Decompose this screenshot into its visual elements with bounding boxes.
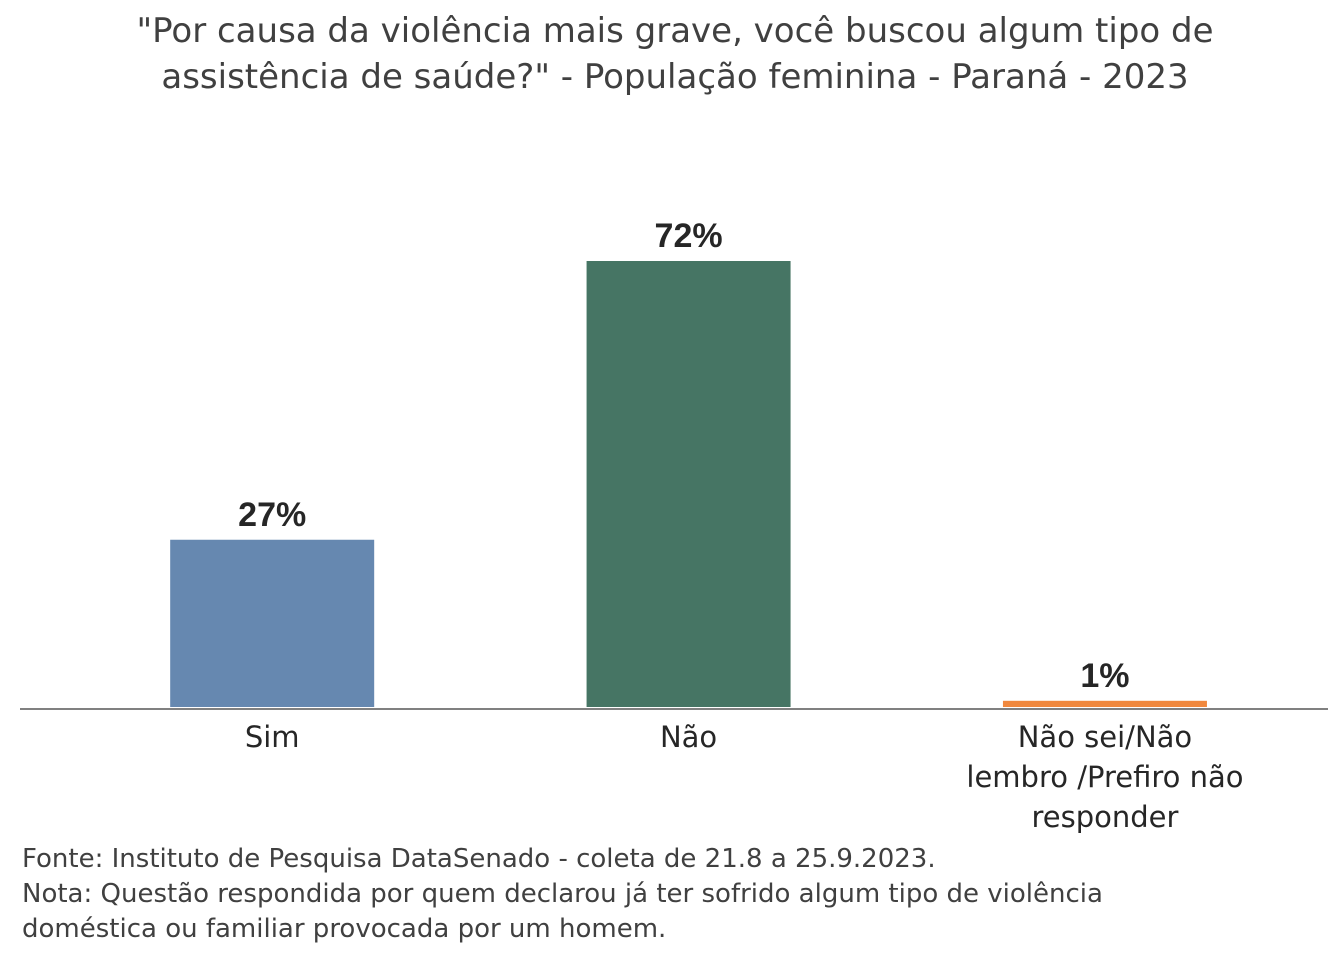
note-line-2: doméstica ou familiar provocada por um h… (22, 914, 667, 944)
bar-1 (586, 261, 791, 707)
bar-2 (1002, 700, 1207, 707)
data-label-1: 72% (655, 217, 723, 255)
category-label-1: Não (660, 720, 717, 754)
bar-chart: 27% Sim 72% Não 1% Não sei/Não lembro /Prefiro… (20, 217, 1328, 834)
category-label-2: Não sei/Não lembro /Prefiro não responder (966, 720, 1243, 834)
source-note: Fonte: Instituto de Pesquisa DataSenado … (22, 844, 936, 874)
chart-title: "Por causa da violência mais grave, você… (136, 11, 1214, 97)
data-label-2: 1% (1080, 657, 1129, 695)
bar-0 (170, 539, 375, 707)
chart-footer: Fonte: Instituto de Pesquisa DataSenado … (22, 842, 1322, 947)
category-label-0: Sim (245, 720, 300, 754)
note-line-1: Nota: Questão respondida por quem declar… (22, 879, 1103, 909)
data-label-0: 27% (238, 496, 306, 534)
